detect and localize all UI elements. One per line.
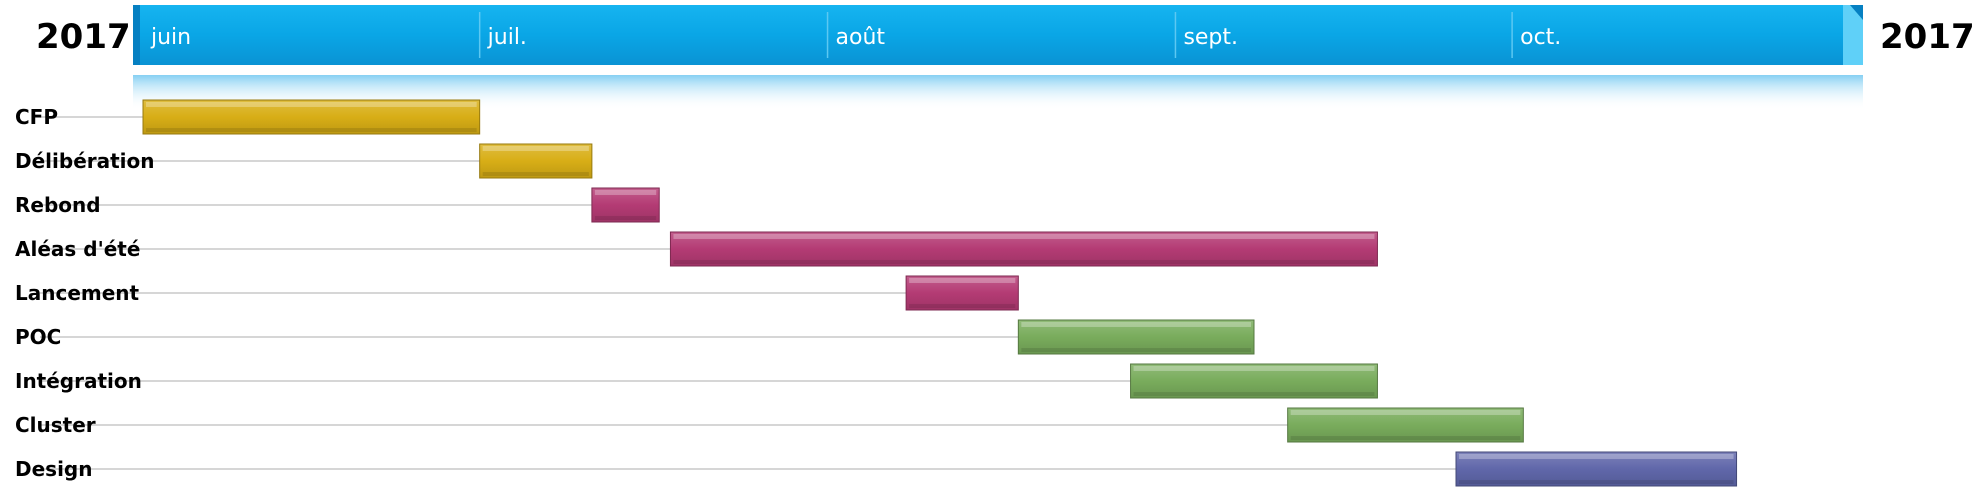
task-rows: CFP Délibération Rebond Aléas d'été Lancemen… — [15, 99, 1738, 487]
task-bar — [1455, 451, 1738, 487]
task-bar-highlight — [146, 102, 477, 107]
task-row: Délibération — [15, 143, 593, 179]
task-label: Design — [15, 457, 92, 481]
task-label: POC — [15, 325, 61, 349]
task-bar-lowlight — [1290, 436, 1521, 440]
task-row: Design — [15, 451, 1738, 487]
year-right-label: 2017 — [1880, 17, 1973, 57]
task-label: Intégration — [15, 369, 142, 393]
task-bar — [1287, 407, 1524, 443]
task-bar-lowlight — [1459, 480, 1734, 484]
task-row: Intégration — [15, 363, 1378, 399]
task-bar — [479, 143, 593, 179]
task-bar-highlight — [1459, 454, 1734, 459]
task-bar — [1130, 363, 1378, 399]
task-row: POC — [15, 319, 1255, 355]
task-bar-highlight — [594, 190, 657, 195]
task-bar-highlight — [1021, 322, 1251, 327]
task-label: Aléas d'été — [15, 237, 140, 261]
month-label: juil. — [487, 25, 527, 50]
timeline-header: 2017 2017 juin juil. août sept. oct. — [36, 5, 1973, 110]
task-bar-lowlight — [146, 128, 477, 132]
task-label: CFP — [15, 105, 58, 129]
month-label: août — [836, 25, 886, 50]
task-row: Rebond — [15, 187, 660, 223]
month-label: juin — [150, 25, 191, 50]
month-label: oct. — [1520, 25, 1561, 50]
task-bar-lowlight — [594, 216, 657, 220]
task-bar-lowlight — [482, 172, 589, 176]
timeline-band-right-tip — [1850, 5, 1863, 20]
task-row: CFP — [15, 99, 481, 135]
task-label: Délibération — [15, 149, 155, 173]
month-label: sept. — [1183, 25, 1238, 50]
month-markers: juin juil. août sept. oct. — [150, 12, 1561, 58]
task-row: Aléas d'été — [15, 231, 1378, 267]
timeline-band-left-edge — [133, 5, 140, 65]
task-bar-highlight — [482, 146, 589, 151]
task-bar-highlight — [673, 234, 1375, 239]
task-bar-highlight — [909, 278, 1016, 283]
task-bar — [1017, 319, 1255, 355]
task-row: Cluster — [15, 407, 1524, 443]
task-bar-highlight — [1133, 366, 1375, 371]
task-row: Lancement — [15, 275, 1019, 311]
task-bar-highlight — [1290, 410, 1521, 415]
timeline-band — [133, 5, 1863, 65]
task-bar-lowlight — [1133, 392, 1375, 396]
task-label: Cluster — [15, 413, 96, 437]
task-label: Rebond — [15, 193, 101, 217]
task-label: Lancement — [15, 281, 140, 305]
timeline-band-right-bevel — [1843, 5, 1863, 65]
task-bar — [591, 187, 660, 223]
year-left-label: 2017 — [36, 17, 131, 57]
task-bar — [905, 275, 1019, 311]
task-bar-lowlight — [909, 304, 1016, 308]
task-bar — [142, 99, 481, 135]
task-bar — [669, 231, 1378, 267]
task-bar-lowlight — [1021, 348, 1251, 352]
task-bar-lowlight — [673, 260, 1375, 264]
